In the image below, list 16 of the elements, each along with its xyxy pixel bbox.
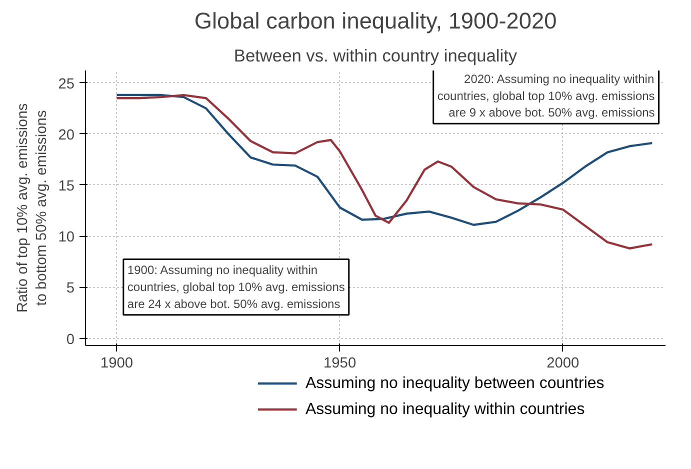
y-tick-label: 25 (58, 76, 75, 92)
legend-label: Assuming no inequality between countries (305, 375, 604, 392)
y-tick-label: 15 (58, 178, 75, 194)
annotation: 2020: Assuming no inequality within countries, global top 10% avg. emissions are 9 x above bot. 50% avg. emissions (437, 72, 655, 120)
x-tick-label: 1900 (100, 356, 134, 372)
chart-subtitle: Between vs. within country inequality (234, 46, 518, 66)
legend-label: Assuming no inequality within countries (305, 401, 585, 418)
chart-title: Global carbon inequality, 1900-2020 (194, 8, 557, 34)
y-tick-label: 20 (58, 127, 75, 144)
y-tick-label: 10 (58, 230, 75, 246)
y-tick-label: 0 (66, 332, 75, 348)
x-tick-label: 2000 (546, 356, 580, 372)
y-axis-title: Ratio of top 10% avg. emissions to bottom 50% avg. emissions (15, 103, 50, 313)
y-tick-label: 5 (66, 280, 75, 297)
x-tick-label: 1950 (324, 356, 356, 372)
annotation: 1900: Assuming no inequality within countries, global top 10% avg. emissions are 24 x above bot. 50% avg. emissions (127, 263, 345, 311)
